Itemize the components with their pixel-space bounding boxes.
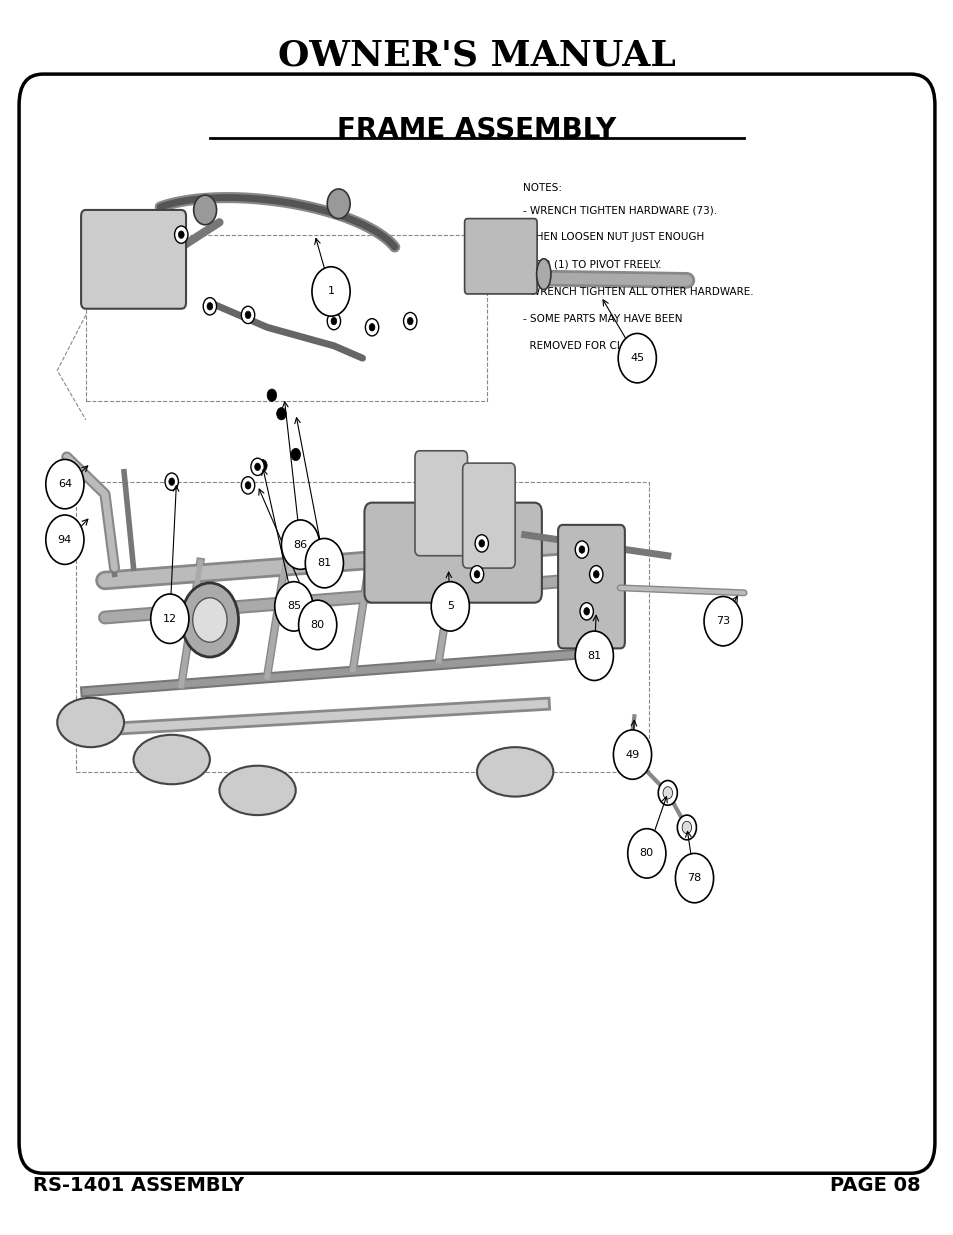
Circle shape: [203, 298, 216, 315]
Circle shape: [407, 317, 413, 325]
Text: - WRENCH TIGHTEN HARDWARE (73).: - WRENCH TIGHTEN HARDWARE (73).: [522, 205, 716, 215]
Text: 5: 5: [446, 601, 454, 611]
FancyBboxPatch shape: [464, 219, 537, 294]
Circle shape: [276, 408, 286, 420]
Text: 86: 86: [294, 540, 307, 550]
Circle shape: [613, 730, 651, 779]
Text: 80: 80: [311, 620, 324, 630]
Circle shape: [257, 459, 267, 472]
Ellipse shape: [536, 259, 550, 290]
Ellipse shape: [476, 747, 553, 797]
Text: 81: 81: [317, 558, 331, 568]
Circle shape: [178, 231, 184, 238]
Circle shape: [618, 333, 656, 383]
Circle shape: [369, 324, 375, 331]
Circle shape: [589, 566, 602, 583]
Circle shape: [193, 598, 227, 642]
Circle shape: [207, 303, 213, 310]
Text: NOTES:: NOTES:: [522, 183, 561, 193]
Circle shape: [578, 546, 584, 553]
Circle shape: [298, 600, 336, 650]
Circle shape: [174, 226, 188, 243]
Circle shape: [151, 594, 189, 643]
Text: 80: 80: [639, 848, 653, 858]
Bar: [76, 482, 648, 772]
Circle shape: [675, 853, 713, 903]
FancyBboxPatch shape: [364, 503, 541, 603]
Circle shape: [703, 597, 741, 646]
Text: 49: 49: [625, 750, 639, 760]
Bar: [86, 235, 486, 401]
Circle shape: [579, 603, 593, 620]
Circle shape: [327, 189, 350, 219]
Text: 81: 81: [587, 651, 600, 661]
Circle shape: [251, 458, 264, 475]
Circle shape: [677, 815, 696, 840]
Text: 1: 1: [327, 287, 335, 296]
Circle shape: [575, 541, 588, 558]
FancyBboxPatch shape: [415, 451, 467, 556]
FancyBboxPatch shape: [462, 463, 515, 568]
Text: PAGE 08: PAGE 08: [829, 1176, 920, 1195]
Text: REMOVED FOR CLARITY.: REMOVED FOR CLARITY.: [522, 341, 653, 351]
Circle shape: [593, 571, 598, 578]
Circle shape: [169, 478, 174, 485]
Circle shape: [327, 312, 340, 330]
Circle shape: [245, 311, 251, 319]
Text: 85: 85: [287, 601, 300, 611]
Circle shape: [291, 448, 300, 461]
Circle shape: [583, 608, 589, 615]
Circle shape: [241, 306, 254, 324]
Text: OWNER'S MANUAL: OWNER'S MANUAL: [278, 38, 675, 73]
Circle shape: [575, 631, 613, 680]
Circle shape: [312, 267, 350, 316]
Circle shape: [305, 538, 343, 588]
Text: RS-1401 ASSEMBLY: RS-1401 ASSEMBLY: [33, 1176, 244, 1195]
Text: 45: 45: [630, 353, 643, 363]
Ellipse shape: [219, 766, 295, 815]
Circle shape: [331, 317, 336, 325]
Circle shape: [470, 566, 483, 583]
Ellipse shape: [133, 735, 210, 784]
Circle shape: [365, 319, 378, 336]
Text: - SOME PARTS MAY HAVE BEEN: - SOME PARTS MAY HAVE BEEN: [522, 314, 681, 324]
Text: FRAME ASSEMBLY: FRAME ASSEMBLY: [337, 116, 616, 143]
Circle shape: [475, 535, 488, 552]
Circle shape: [281, 520, 319, 569]
Circle shape: [267, 389, 276, 401]
Ellipse shape: [57, 698, 124, 747]
Circle shape: [681, 821, 691, 834]
Circle shape: [245, 482, 251, 489]
Text: 94: 94: [58, 535, 71, 545]
Circle shape: [254, 463, 260, 471]
Circle shape: [165, 473, 178, 490]
Text: - WRENCH TIGHTEN ALL OTHER HARDWARE.: - WRENCH TIGHTEN ALL OTHER HARDWARE.: [522, 287, 753, 296]
Circle shape: [274, 582, 313, 631]
Circle shape: [193, 195, 216, 225]
Circle shape: [181, 583, 238, 657]
Circle shape: [46, 515, 84, 564]
Circle shape: [241, 477, 254, 494]
Circle shape: [403, 312, 416, 330]
Circle shape: [662, 787, 672, 799]
Circle shape: [431, 582, 469, 631]
Circle shape: [478, 540, 484, 547]
Circle shape: [658, 781, 677, 805]
FancyBboxPatch shape: [81, 210, 186, 309]
Text: 64: 64: [58, 479, 71, 489]
Text: 12: 12: [163, 614, 176, 624]
Text: 73: 73: [716, 616, 729, 626]
Text: FOR (1) TO PIVOT FREELY.: FOR (1) TO PIVOT FREELY.: [522, 259, 660, 269]
Circle shape: [474, 571, 479, 578]
Text: THEN LOOSEN NUT JUST ENOUGH: THEN LOOSEN NUT JUST ENOUGH: [522, 232, 703, 242]
Circle shape: [46, 459, 84, 509]
Text: 78: 78: [687, 873, 700, 883]
FancyBboxPatch shape: [19, 74, 934, 1173]
Circle shape: [627, 829, 665, 878]
FancyBboxPatch shape: [558, 525, 624, 648]
